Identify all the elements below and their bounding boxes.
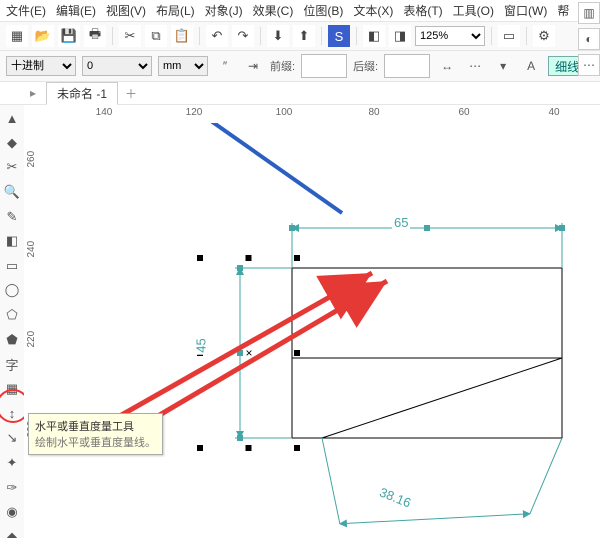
property-bar: 十进制 0 mm ″ ⇥ 前缀: 后缀: ↔ ⋯ ▾ A 细线: [0, 51, 600, 82]
tab-add[interactable]: ＋: [122, 85, 140, 102]
outline-tool-icon[interactable]: ◉: [2, 503, 22, 522]
pick-tool-icon[interactable]: ▲: [2, 109, 22, 128]
menu-edit[interactable]: 编辑(E): [56, 2, 96, 19]
menu-layout[interactable]: 布局(L): [156, 2, 195, 19]
zoom-select[interactable]: 125%: [415, 26, 485, 46]
ruler-tick: 240: [26, 241, 37, 258]
ruler-tick: 140: [96, 107, 113, 118]
interactive-tool-icon[interactable]: ✦: [2, 454, 22, 473]
smart-fill-icon[interactable]: ◧: [2, 232, 22, 251]
main-toolbar: ▦ 📂 💾 🖶 ✂ ⧉ 📋 ↶ ↷ ⬇ ⬆ S ◧ ◨ 125% ▭ ⚙ ▥ ◐…: [0, 22, 600, 51]
toolbox: ▲ ◆ ✂ 🔍 ✎ ◧ ▭ ◯ ⬠ ⬟ 字 ▦ ↕ ↘ ✦ ✑ ◉ ◆: [0, 105, 25, 538]
crop-tool-icon[interactable]: ✂: [2, 158, 22, 177]
freehand-tool-icon[interactable]: ✎: [2, 207, 22, 226]
menu-tools[interactable]: 工具(O): [453, 2, 494, 19]
shape-tool-icon[interactable]: ◆: [2, 134, 22, 153]
save-icon[interactable]: 💾: [58, 25, 80, 47]
separator: [321, 27, 322, 45]
drawing-svg: ×: [42, 123, 600, 538]
separator: [491, 27, 492, 45]
prefix-label: 前缀:: [270, 58, 295, 74]
fill-tool-icon[interactable]: ◆: [2, 528, 22, 538]
basic-shapes-icon[interactable]: ⬟: [2, 330, 22, 349]
ruler-tick: 120: [186, 107, 203, 118]
suffix-label: 后缀:: [353, 58, 378, 74]
separator: [112, 27, 113, 45]
opts-icon[interactable]: ⚙: [533, 25, 555, 47]
ruler-vertical: 260 240 220 200: [24, 123, 43, 538]
polygon-tool-icon[interactable]: ⬠: [2, 306, 22, 325]
dock-btn-1[interactable]: ▥: [578, 2, 600, 24]
new-icon[interactable]: ▦: [6, 25, 28, 47]
copy-icon[interactable]: ⧉: [145, 25, 167, 47]
zoom-tool-icon[interactable]: 🔍: [2, 183, 22, 202]
paste-icon[interactable]: 📋: [171, 25, 193, 47]
suffix-input[interactable]: [384, 54, 430, 78]
text-pos-icon[interactable]: A: [520, 55, 542, 77]
menu-bitmap[interactable]: 位图(B): [303, 2, 343, 19]
dimension-top-value: 65: [392, 215, 410, 230]
workspace: ▲ ◆ ✂ 🔍 ✎ ◧ ▭ ◯ ⬠ ⬟ 字 ▦ ↕ ↘ ✦ ✑ ◉ ◆ 140 …: [0, 105, 600, 538]
menu-table[interactable]: 表格(T): [403, 2, 442, 19]
redo-icon[interactable]: ↷: [232, 25, 254, 47]
leader-icon[interactable]: ↔: [436, 55, 458, 77]
ruler-tick: 260: [26, 151, 37, 168]
menu-window[interactable]: 窗口(W): [504, 2, 547, 19]
print-icon[interactable]: 🖶: [84, 25, 106, 47]
document-tabs: ▸ 未命名 -1 ＋: [0, 82, 600, 105]
menu-object[interactable]: 对象(J): [205, 2, 243, 19]
canvas[interactable]: × 65 45 38.16: [42, 123, 600, 538]
publish-icon[interactable]: S: [328, 25, 350, 47]
ruler-horizontal: 140 120 100 80 60 40: [24, 105, 600, 124]
dynamic-dim-icon[interactable]: ⇥: [242, 55, 264, 77]
snap-icon[interactable]: ▭: [498, 25, 520, 47]
arrow-icon[interactable]: ▾: [492, 55, 514, 77]
tooltip-title: 水平或垂直度量工具: [35, 418, 156, 434]
connector-tool-icon[interactable]: ↘: [2, 429, 22, 448]
ruler-tick: 220: [26, 331, 37, 348]
menu-help[interactable]: 帮: [557, 2, 569, 19]
ext-line-icon[interactable]: ⋯: [464, 55, 486, 77]
dim-style-select[interactable]: 十进制: [6, 56, 76, 76]
menu-view[interactable]: 视图(V): [106, 2, 146, 19]
misc-icon-1[interactable]: ◧: [363, 25, 385, 47]
dim-unit-select[interactable]: mm: [158, 56, 208, 76]
export-icon[interactable]: ⬆: [293, 25, 315, 47]
ruler-tick: 80: [368, 107, 379, 118]
separator: [260, 27, 261, 45]
tool-tooltip: 水平或垂直度量工具 绘制水平或垂直度量线。: [28, 413, 163, 455]
ellipse-tool-icon[interactable]: ◯: [2, 281, 22, 300]
menu-text[interactable]: 文本(X): [353, 2, 393, 19]
show-unit-icon[interactable]: ″: [214, 55, 236, 77]
ruler-tick: 40: [548, 107, 559, 118]
separator: [356, 27, 357, 45]
text-tool-icon[interactable]: 字: [2, 355, 22, 374]
tooltip-desc: 绘制水平或垂直度量线。: [35, 434, 156, 450]
right-dock: ▥ ◐ ⋯: [578, 0, 600, 76]
ruler-tick: 100: [276, 107, 293, 118]
svg-text:×: ×: [246, 346, 253, 360]
menu-file[interactable]: 文件(E): [6, 2, 46, 19]
ruler-tick: 60: [458, 107, 469, 118]
pick-tool-icon[interactable]: ▸: [24, 84, 42, 102]
misc-icon-2[interactable]: ◨: [389, 25, 411, 47]
import-icon[interactable]: ⬇: [267, 25, 289, 47]
dim-precision-select[interactable]: 0: [82, 56, 152, 76]
open-icon[interactable]: 📂: [32, 25, 54, 47]
menu-bar: 文件(E) 编辑(E) 视图(V) 布局(L) 对象(J) 效果(C) 位图(B…: [0, 0, 600, 22]
separator: [199, 27, 200, 45]
eyedropper-tool-icon[interactable]: ✑: [2, 478, 22, 497]
tab-document[interactable]: 未命名 -1: [46, 82, 118, 105]
separator: [526, 27, 527, 45]
undo-icon[interactable]: ↶: [206, 25, 228, 47]
dimension-left-value: 45: [194, 336, 209, 354]
rect-tool-icon[interactable]: ▭: [2, 257, 22, 276]
menu-effect[interactable]: 效果(C): [253, 2, 294, 19]
dock-btn-2[interactable]: ◐: [578, 28, 600, 50]
prefix-input[interactable]: [301, 54, 347, 78]
cut-icon[interactable]: ✂: [119, 25, 141, 47]
dock-btn-3[interactable]: ⋯: [578, 54, 600, 76]
